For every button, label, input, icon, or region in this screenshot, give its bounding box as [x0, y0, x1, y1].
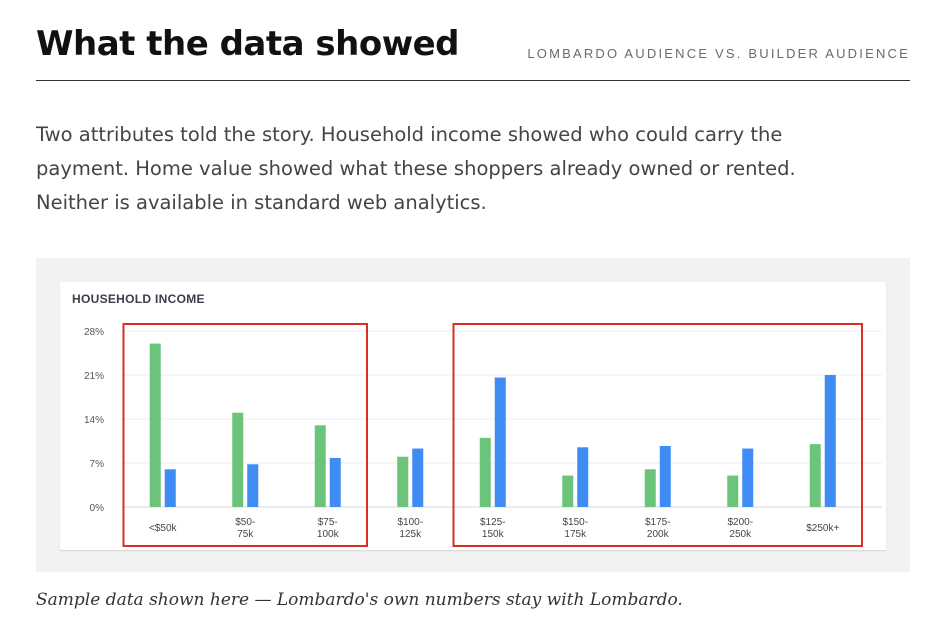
bar: [577, 447, 589, 507]
x-tick-label: $125-150k: [480, 517, 506, 540]
bar: [412, 448, 424, 507]
x-tick-label: $250k+: [806, 523, 839, 534]
intro-line: Two attributes told the story. Household…: [36, 123, 783, 146]
bar: [809, 444, 821, 507]
bar: [314, 425, 326, 507]
intro-line: payment. Home value showed what these sh…: [36, 157, 796, 180]
x-tick-label: $100-125k: [397, 517, 423, 540]
chart-panel: HOUSEHOLD INCOME 0% 7% 14% 21% 28% <$50k $50-7…: [36, 258, 910, 572]
bar: [232, 412, 244, 507]
bar: [562, 475, 574, 507]
y-tick-label: 14%: [84, 415, 104, 426]
bar: [644, 469, 656, 507]
x-tick-label: $175-200k: [645, 517, 671, 540]
bar: [397, 456, 409, 507]
household-income-chart: HOUSEHOLD INCOME 0% 7% 14% 21% 28% <$50k $50-7…: [72, 292, 882, 547]
x-tick-label: <$50k: [149, 523, 178, 534]
x-tick-label: $200-250k: [727, 517, 753, 540]
bar: [824, 375, 836, 507]
bar: [149, 343, 161, 507]
chart-card: HOUSEHOLD INCOME 0% 7% 14% 21% 28% <$50k $50-7…: [60, 282, 886, 550]
bar: [479, 437, 491, 507]
caption: Sample data shown here — Lombardo's own …: [36, 590, 683, 610]
intro-line: Neither is available in standard web ana…: [36, 191, 487, 214]
y-tick-label: 7%: [90, 459, 105, 470]
x-tick-label: $50-75k: [235, 517, 255, 540]
bar: [742, 448, 754, 507]
bar: [329, 457, 341, 507]
y-tick-label: 0%: [90, 503, 105, 514]
page-title: What the data showed: [36, 24, 460, 64]
bar: [727, 475, 739, 507]
highlight-box: [452, 323, 863, 547]
header: What the data showed LOMBARDO AUDIENCE V…: [36, 22, 910, 81]
page-subtitle: LOMBARDO AUDIENCE VS. BUILDER AUDIENCE: [527, 46, 910, 61]
x-tick-label: $150-175k: [562, 517, 588, 540]
y-tick-label: 28%: [84, 327, 104, 338]
x-tick-label: $75-100k: [317, 517, 340, 540]
bar: [659, 446, 671, 507]
intro-paragraph: Two attributes told the story. Household…: [36, 118, 836, 220]
y-tick-label: 21%: [84, 371, 104, 382]
bar: [494, 377, 506, 507]
chart-title: HOUSEHOLD INCOME: [72, 292, 205, 306]
bar: [247, 464, 259, 507]
bar: [164, 469, 176, 507]
highlight-box: [122, 323, 368, 547]
